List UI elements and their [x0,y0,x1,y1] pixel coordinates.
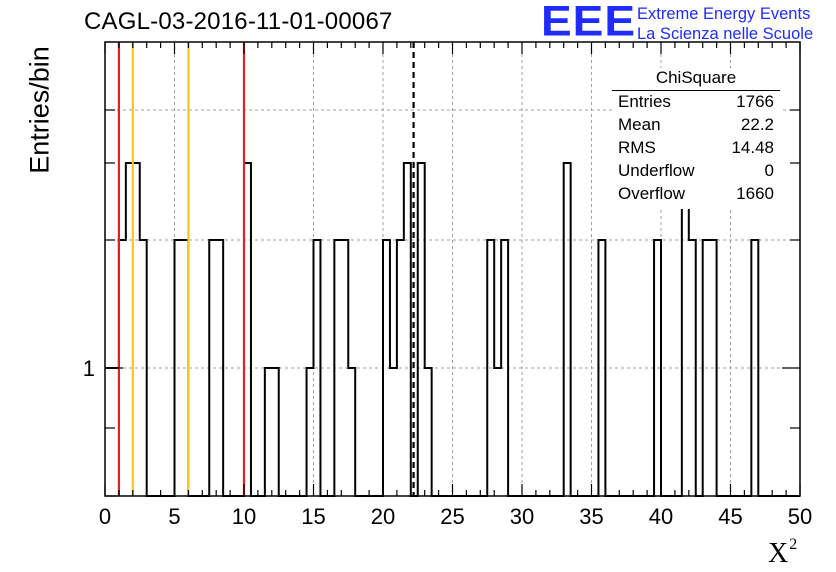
stats-value: 1660 [736,184,774,203]
stats-label: Underflow [618,161,695,180]
x-tick-label: 20 [371,504,395,529]
stats-label: RMS [618,138,656,157]
x-tick-label: 10 [232,504,256,529]
stats-row-rms: RMS 14.48 [618,138,774,160]
y-tick-label: 1 [83,356,95,381]
x-tick-label: 15 [301,504,325,529]
x-tick-label: 0 [99,504,111,529]
stats-value: 1766 [736,92,774,111]
x-axis-label: X2 [768,536,797,570]
x-tick-label: 25 [440,504,464,529]
stats-box: ChiSquare Entries 1766 Mean 22.2 RMS 14.… [612,68,780,209]
stats-title: ChiSquare [655,68,737,87]
stats-label: Entries [618,92,671,111]
x-tick-label: 40 [649,504,673,529]
stats-row-entries: Entries 1766 [618,92,774,114]
x-tick-label: 45 [718,504,742,529]
stats-value: 14.48 [731,138,774,157]
stats-value: 0 [764,161,774,180]
logo-line-1: Extreme Energy Events [637,5,811,23]
x-tick-label: 50 [788,504,812,529]
chart-title: CAGL-03-2016-11-01-00067 [84,8,393,35]
x-tick-label: 30 [510,504,534,529]
stats-row-overflow: Overflow 1660 [618,184,774,206]
logo-line-2: La Scienza nelle Scuole [637,25,814,43]
x-axis-label-superscript: 2 [789,536,798,553]
x-tick-label: 5 [168,504,180,529]
stats-row-underflow: Underflow 0 [618,161,774,183]
x-tick-label: 35 [579,504,603,529]
stats-label: Mean [618,115,661,134]
x-axis-label-symbol: X [768,538,789,569]
logo-mark: EEE [541,0,637,45]
stats-value: 22.2 [740,115,774,134]
stats-row-mean: Mean 22.2 [618,115,774,137]
eee-logo: EEE Extreme Energy Events La Scienza nel… [541,0,836,50]
stats-label: Overflow [618,184,686,203]
stats-divider [612,90,780,91]
